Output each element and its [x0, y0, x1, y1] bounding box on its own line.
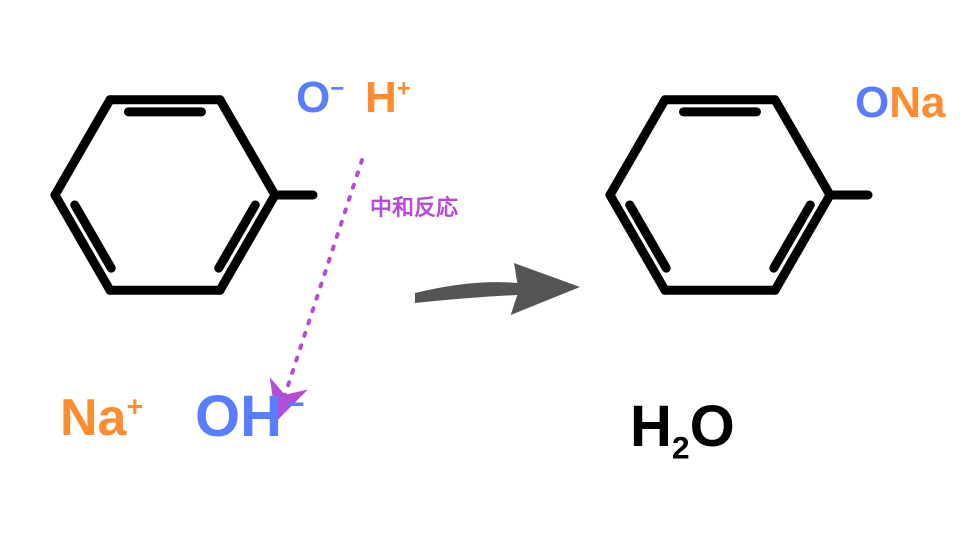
phenoxide-oxygen-label: O− [296, 73, 344, 123]
annotation-label: 中和反応 [370, 190, 458, 222]
ona-label: ONa [855, 78, 945, 128]
sodium-cation-label: Na+ [60, 388, 143, 448]
reaction-diagram [0, 0, 960, 540]
hydroxide-label: OH− [195, 383, 305, 450]
water-label: H2O [630, 393, 735, 467]
proton-label: H+ [365, 73, 411, 123]
